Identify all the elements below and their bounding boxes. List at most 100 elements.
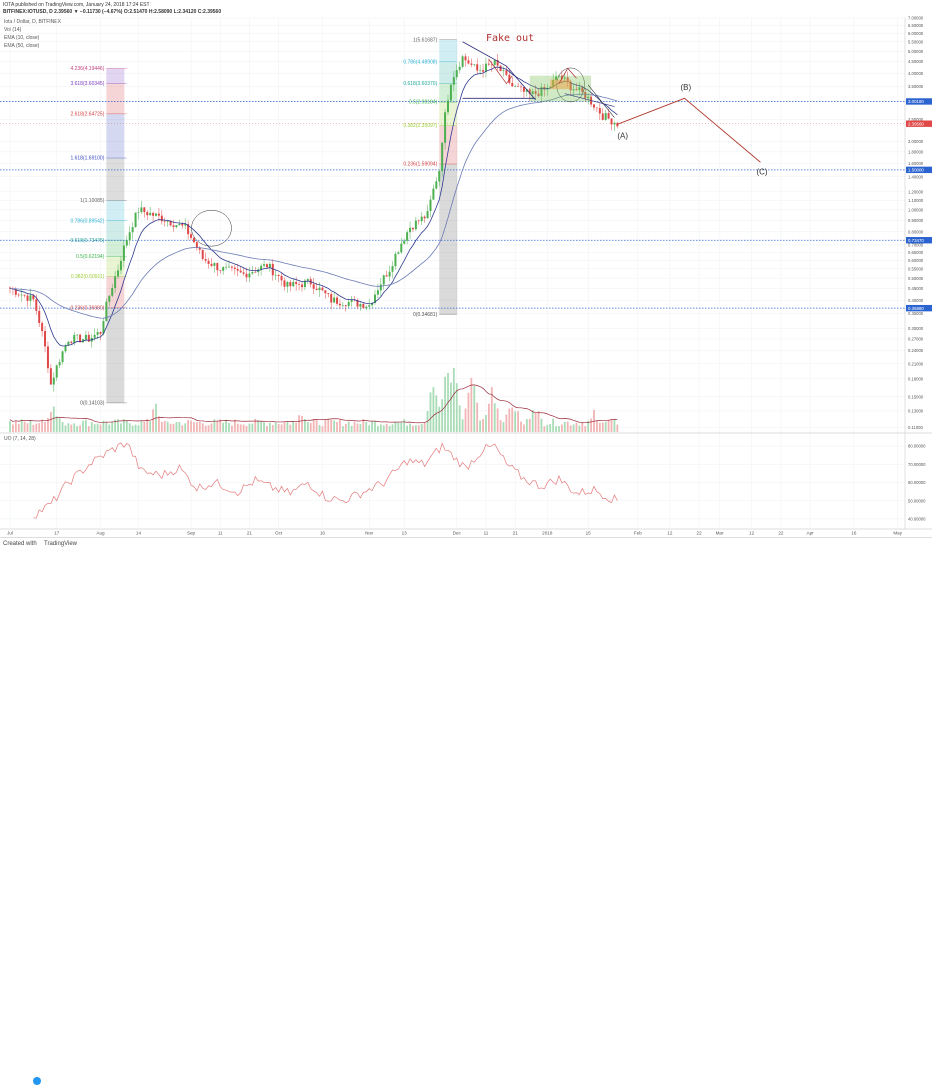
volume-bar [76, 426, 79, 432]
candle-body [610, 118, 613, 125]
candle-body [38, 310, 41, 324]
volume-bar [166, 421, 169, 432]
volume-bar [35, 423, 38, 432]
candle-body [531, 91, 534, 94]
candle-body [420, 216, 423, 222]
volume-bar [514, 411, 517, 432]
price-chart[interactable]: 0(0.14103)0.236(0.36980)0.382(0.50911)0.… [0, 0, 932, 550]
volume-bar [286, 421, 289, 432]
volume-bar [610, 418, 613, 432]
candle-body [502, 70, 505, 72]
volume-bar [175, 422, 178, 432]
volume-bar [201, 423, 204, 432]
price-tick: 5.00000 [908, 49, 924, 54]
candle-body [508, 74, 511, 83]
fib-right-label: 0.786(4.48908) [403, 59, 437, 65]
volume-bar [274, 422, 277, 432]
candle-body [312, 284, 315, 289]
time-tick: 22 [697, 531, 703, 536]
volume-bar [450, 382, 452, 432]
price-tick: 0.13000 [908, 409, 924, 414]
candle-body [376, 290, 379, 295]
candle-body [157, 213, 160, 216]
price-tick: 1.80000 [908, 149, 924, 154]
volume-bar [490, 387, 493, 432]
candle-body [385, 275, 388, 277]
price-tick: 0.18000 [908, 376, 924, 381]
volume-bar [493, 403, 496, 432]
candle-body [347, 301, 350, 307]
candle-body [409, 227, 412, 233]
candle-body [289, 282, 292, 287]
candle-body [271, 263, 274, 276]
drop-arrow [587, 84, 615, 118]
candle-body [155, 213, 157, 216]
price-tick: 4.50000 [908, 59, 924, 64]
volume-bar [596, 420, 598, 432]
volume-bar [417, 425, 420, 432]
candle-body [222, 267, 225, 271]
fib-left-band [106, 307, 125, 403]
candle-body [435, 181, 438, 189]
fib-right-band [439, 125, 458, 165]
time-tick: May [893, 531, 902, 536]
volume-bar [476, 402, 479, 432]
volume-bar [131, 425, 134, 432]
price-tick: 5.50000 [908, 39, 924, 44]
candle-body [365, 306, 368, 309]
volume-bar [268, 422, 271, 432]
volume-bar [178, 421, 181, 432]
volume-bar [298, 415, 300, 432]
volume-bar [143, 421, 146, 432]
price-tag-label: 2.39560 [908, 121, 924, 126]
price-tick: 0.35000 [908, 311, 924, 316]
fib-left-band [106, 240, 125, 257]
volume-bar [540, 418, 543, 432]
candle-body [461, 56, 464, 67]
volume-bar [578, 425, 581, 432]
volume-bar [61, 422, 64, 432]
volume-bar [137, 425, 140, 432]
candle-body [406, 232, 409, 241]
volume-bar [309, 423, 312, 432]
volume-bar [502, 421, 505, 432]
volume-bar [499, 420, 502, 432]
candle-body [578, 87, 581, 91]
fib-left-label: 1(1.10085) [80, 198, 105, 204]
volume-bar [222, 422, 225, 432]
fib-left-band [106, 113, 125, 159]
volume-bar [134, 424, 137, 432]
candle-body [105, 301, 108, 322]
volume-bar [464, 408, 467, 432]
candle-body [470, 63, 473, 65]
fib-left-band [106, 158, 125, 201]
volume-bar [444, 376, 446, 432]
publish-line: IOTA published on TradingView.com, Janua… [3, 2, 150, 8]
volume-bar [455, 383, 458, 432]
fib-left-label: 0.618(0.73475) [70, 238, 104, 244]
candle-body [207, 260, 210, 264]
fib-left-label: 3.618(3.60345) [70, 81, 104, 87]
ema-lines [9, 66, 618, 347]
candle-body [598, 108, 601, 114]
volume-bar [187, 420, 190, 432]
volume-bar [543, 426, 546, 432]
volume-bars [9, 367, 619, 432]
wave-label: (B) [681, 83, 692, 92]
candle-body [23, 294, 26, 296]
volume-bar [190, 420, 192, 432]
volume-bar [584, 426, 587, 432]
candle-body [441, 142, 444, 172]
volume-bar [231, 425, 233, 432]
volume-bar [210, 423, 213, 432]
ema10-line [9, 66, 618, 347]
candle-body [26, 295, 29, 301]
volume-bar [353, 421, 356, 432]
candle-body [341, 305, 344, 306]
volume-bar [344, 423, 347, 432]
symbol-title: Iota / Dollar, D, BITFINEX [4, 19, 61, 25]
candle-body [195, 242, 198, 248]
volume-bar [336, 421, 338, 432]
candle-body [169, 220, 172, 226]
candle-body [230, 266, 233, 268]
